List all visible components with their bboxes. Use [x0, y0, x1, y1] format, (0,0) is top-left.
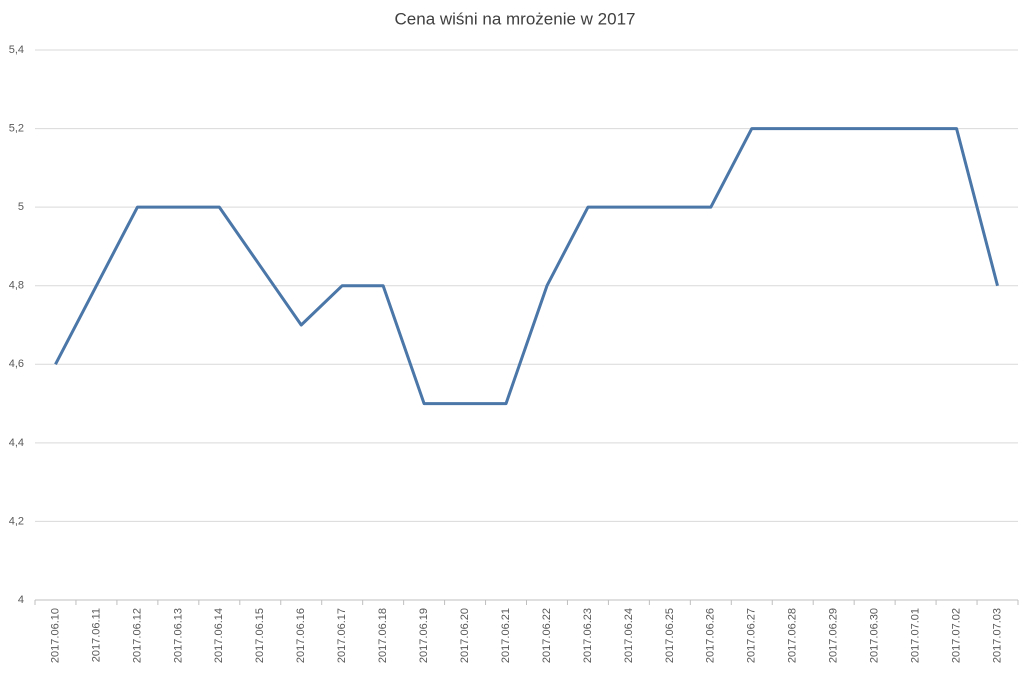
x-tick-label: 2017.06.27 [746, 608, 758, 663]
x-tick-label: 2017.07.02 [950, 608, 962, 663]
x-tick-label: 2017.06.21 [500, 608, 512, 663]
y-tick-label: 4 [18, 594, 24, 606]
x-tick-label: 2017.06.11 [90, 608, 102, 662]
x-tick-label: 2017.06.29 [828, 608, 840, 663]
x-tick-label: 2017.06.18 [377, 608, 389, 663]
line-series [54, 127, 999, 406]
x-tick-label: 2017.06.10 [49, 608, 61, 663]
x-tick-label: 2017.06.30 [869, 608, 881, 663]
x-tick-label: 2017.06.12 [131, 608, 143, 663]
x-tick-label: 2017.06.25 [664, 608, 676, 663]
y-tick-label: 4,6 [9, 358, 24, 370]
chart-title: Cena wiśni na mrożenie w 2017 [395, 9, 636, 28]
x-tick-label: 2017.06.13 [172, 608, 184, 663]
y-tick-label: 4,2 [9, 515, 24, 527]
x-tick-label: 2017.07.01 [910, 608, 922, 663]
y-tick-label: 4,4 [9, 437, 24, 449]
x-tick-label: 2017.06.26 [705, 608, 717, 663]
x-tick-label: 2017.06.20 [459, 608, 471, 663]
y-tick-label: 5,4 [9, 44, 24, 56]
x-tick-label: 2017.06.23 [582, 608, 594, 663]
x-tick-label: 2017.06.19 [418, 608, 430, 663]
x-tick-label: 2017.06.16 [295, 608, 307, 663]
x-tick-label: 2017.06.28 [787, 608, 799, 663]
y-tick-label: 4,8 [9, 280, 24, 292]
y-tick-label: 5 [18, 201, 24, 213]
x-tick-label: 2017.06.24 [623, 608, 635, 663]
x-tick-label: 2017.06.15 [254, 608, 266, 663]
y-tick-label: 5,2 [9, 122, 24, 134]
x-tick-label: 2017.06.22 [541, 608, 553, 663]
x-tick-label: 2017.06.17 [336, 608, 348, 663]
x-tick-label: 2017.07.03 [991, 608, 1003, 663]
x-tick-label: 2017.06.14 [213, 608, 225, 663]
